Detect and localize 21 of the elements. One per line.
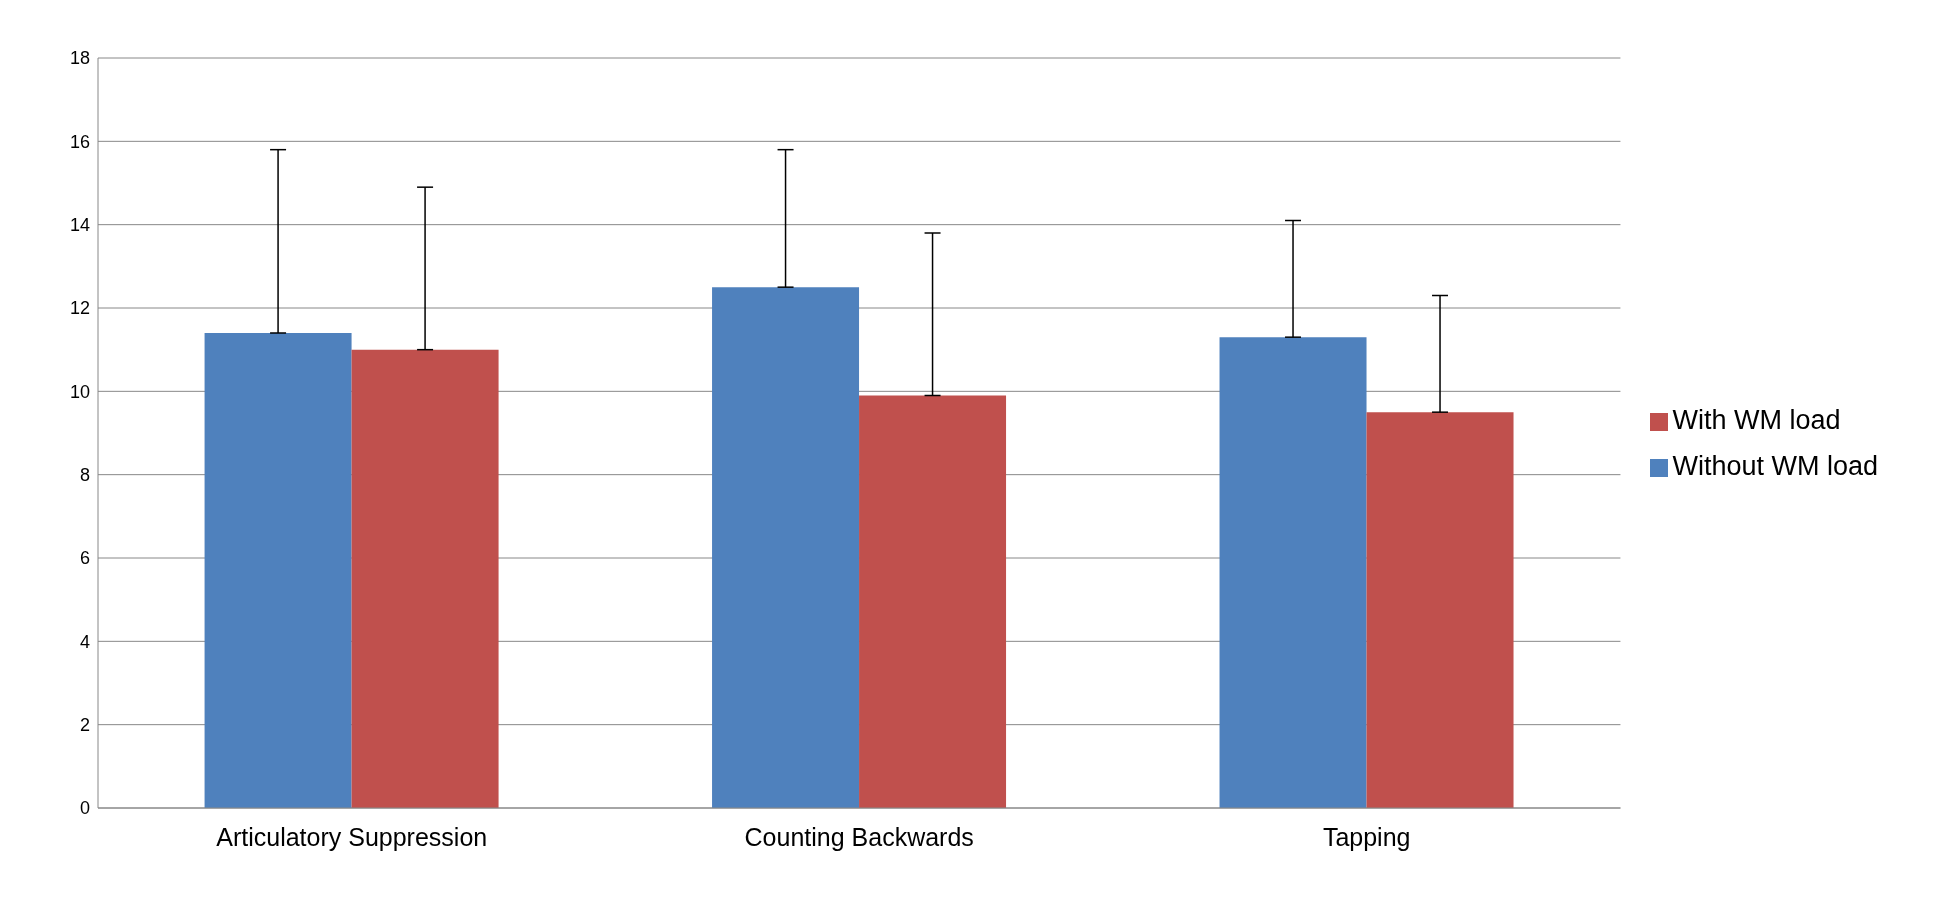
y-tick-label: 8	[79, 465, 90, 486]
y-tick-label: 14	[69, 215, 90, 236]
legend-label: Without WM load	[1672, 451, 1878, 481]
legend-label: With WM load	[1672, 405, 1841, 435]
bar	[859, 395, 1007, 808]
y-tick-label: 4	[79, 631, 90, 652]
bar	[712, 287, 860, 808]
y-tick-label: 18	[69, 48, 90, 69]
y-tick-label: 0	[79, 798, 90, 819]
bar	[1366, 412, 1514, 808]
bar	[351, 349, 499, 808]
y-tick-label: 16	[69, 131, 90, 152]
x-tick-label: Counting Backwards	[744, 822, 974, 851]
y-tick-label: 10	[69, 381, 90, 402]
bar	[1219, 337, 1367, 808]
x-tick-label: Articulatory Suppression	[216, 822, 488, 851]
y-tick-label: 6	[79, 548, 90, 569]
y-tick-label: 2	[79, 715, 90, 736]
x-tick-label: Tapping	[1322, 822, 1411, 851]
y-tick-label: 12	[69, 298, 90, 319]
bar	[204, 333, 352, 808]
